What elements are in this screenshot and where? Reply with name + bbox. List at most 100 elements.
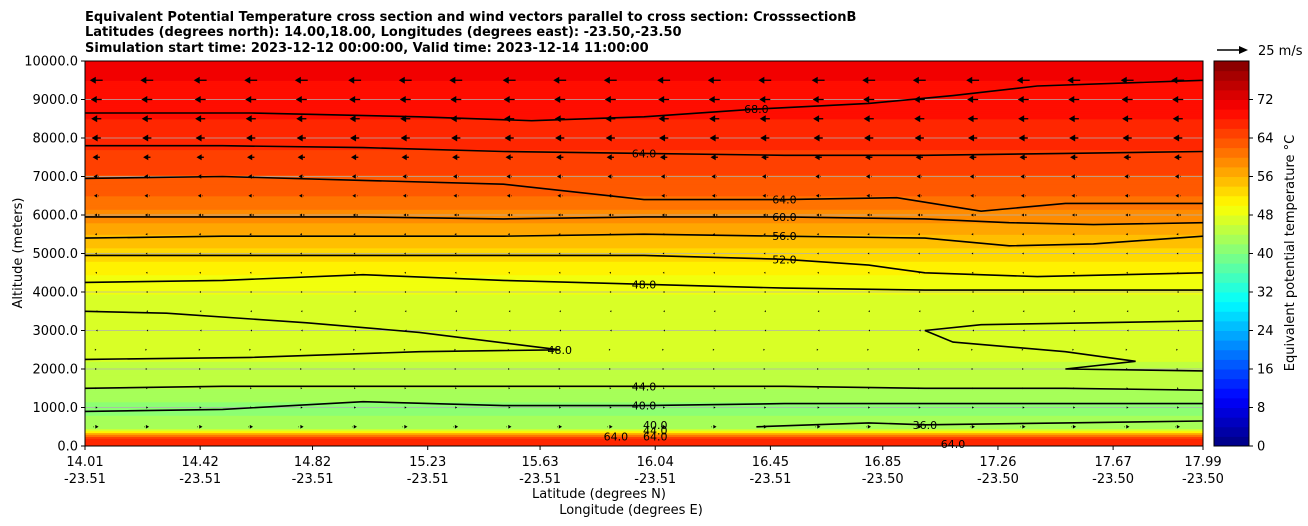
theta-e-band (85, 226, 1203, 230)
colorbar-segment (1214, 369, 1249, 380)
wind-arrow-head (454, 368, 457, 370)
wind-arrow-head (1177, 387, 1179, 390)
wind-arrow-head (609, 424, 613, 429)
wind-arrow-head (817, 329, 820, 332)
wind-arrow-head (1175, 193, 1179, 198)
theta-e-band (85, 290, 1203, 293)
wind-arrow-head (817, 424, 821, 429)
theta-e-band (85, 101, 1203, 104)
theta-e-band (85, 182, 1203, 185)
wind-arrow-head (663, 406, 666, 409)
colorbar-segment (1214, 109, 1249, 120)
wind-arrow-head (918, 406, 921, 409)
wind-arrow-head (193, 76, 200, 84)
wind-arrow-head (558, 271, 561, 274)
theta-e-band (85, 276, 1203, 280)
y-tick-label: 9000.0 (33, 93, 79, 108)
contour-label: 68.0 (744, 103, 769, 116)
wind-arrow-head (1122, 134, 1129, 142)
wind-arrow-head (660, 174, 665, 179)
wind-arrow-head (1177, 406, 1180, 409)
wind-arrow-head (506, 174, 511, 179)
theta-e-band (85, 170, 1203, 174)
wind-arrow-head (1123, 154, 1129, 161)
wind-arrow-head (763, 233, 766, 236)
theta-e-band (85, 61, 1203, 64)
colorbar-segment (1214, 253, 1249, 264)
theta-e-band (85, 172, 1203, 176)
theta-e-band (85, 201, 1203, 205)
wind-arrow-head (248, 193, 252, 198)
wind-arrow-head (294, 76, 301, 84)
wind-arrow-head (971, 252, 974, 255)
x-tick-label-lat: 16.85 (864, 455, 901, 470)
wind-arrow-head (247, 174, 252, 179)
wind-arrow-head (966, 76, 973, 84)
wind-arrow-head (1072, 233, 1075, 236)
theta-e-band (85, 261, 1203, 264)
theta-e-band (85, 195, 1203, 199)
wind-arrow-head (1177, 291, 1179, 293)
colorbar-segment (1214, 70, 1249, 81)
wind-arrow-head (868, 329, 870, 332)
wind-arrow-head (146, 387, 148, 390)
x-tick-label-lat: 14.01 (66, 455, 103, 470)
theta-e-band (85, 324, 1203, 328)
wind-arrow-head (1174, 154, 1180, 161)
theta-e-band (85, 326, 1203, 330)
theta-e-band (85, 166, 1203, 170)
wind-arrow-head (1174, 174, 1179, 179)
wind-arrow-head (403, 233, 406, 236)
wind-arrow-head (1124, 174, 1129, 179)
wind-arrow-head (556, 154, 562, 161)
theta-e-band (85, 68, 1203, 72)
theta-e-band (85, 428, 1203, 432)
theta-e-band (85, 420, 1203, 424)
wind-arrow-head (353, 252, 356, 255)
colorbar-segment (1214, 128, 1249, 139)
wind-arrow-head (455, 329, 458, 332)
theta-e-band (85, 99, 1203, 103)
wind-arrow-head (972, 310, 974, 313)
wind-arrow-head (917, 213, 921, 217)
colorbar-segment (1214, 215, 1249, 226)
theta-e-band (85, 241, 1203, 245)
theta-e-band (85, 153, 1203, 156)
theta-e-band (85, 141, 1203, 145)
y-tick-label: 4000.0 (33, 286, 79, 301)
x-tick-label-lon: -23.51 (407, 472, 449, 487)
wind-arrow-head (508, 387, 511, 390)
theta-e-band (85, 136, 1203, 139)
wind-arrow-head (508, 329, 511, 332)
wind-arrow-head (604, 96, 611, 103)
theta-e-band (85, 203, 1203, 206)
surface-contour-label: 64.0 (643, 430, 668, 443)
wind-arrow-head (916, 174, 921, 179)
wind-arrow-head (196, 154, 202, 161)
wind-arrow-head (349, 96, 356, 103)
wind-arrow-head (145, 252, 148, 255)
theta-e-band (85, 334, 1203, 337)
wind-arrow-head (351, 174, 356, 179)
y-tick-label: 10000.0 (24, 55, 78, 70)
theta-e-band (85, 347, 1203, 351)
wind-arrow-head (968, 154, 975, 161)
colorbar-segment (1214, 234, 1249, 245)
wind-arrow-head (1126, 291, 1128, 293)
wind-arrow-head (558, 233, 561, 236)
wind-arrow-head (353, 424, 357, 429)
theta-e-band (85, 361, 1203, 364)
wind-arrow-head (353, 291, 356, 293)
wind-arrow-head (972, 329, 974, 332)
contour-label: 40.0 (632, 400, 657, 413)
wind-arrow-head (1176, 348, 1178, 351)
wind-arrow-head (554, 96, 561, 103)
theta-e-band (85, 161, 1203, 164)
wind-arrow-head (95, 291, 98, 293)
wind-arrow-head (1022, 387, 1025, 390)
wind-arrow-head (1071, 213, 1075, 217)
wind-arrow-head (610, 329, 612, 332)
colorbar-tick-label: 32 (1257, 286, 1274, 301)
wind-arrow-head (507, 213, 510, 217)
theta-e-band (85, 218, 1203, 222)
